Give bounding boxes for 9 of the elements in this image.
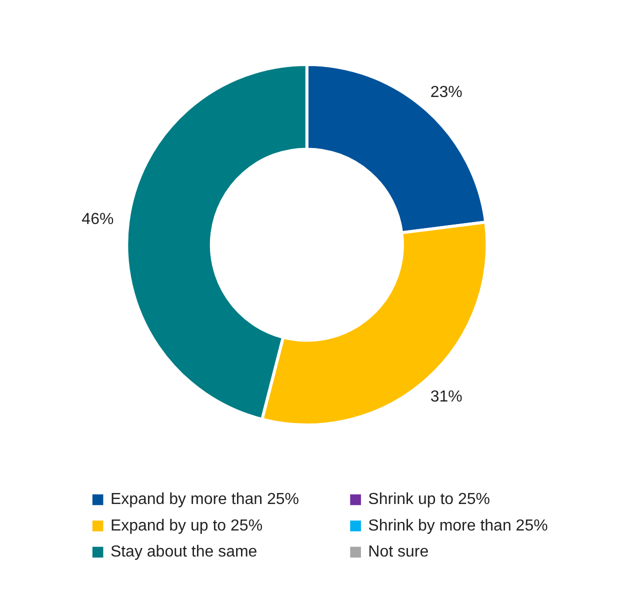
legend-label: Shrink up to 25% (368, 491, 490, 508)
legend-label: Shrink by more than 25% (368, 517, 548, 534)
data-label: 46% (82, 210, 114, 228)
data-label: 23% (430, 84, 462, 102)
legend-label: Not sure (368, 544, 429, 561)
data-label: 31% (430, 388, 462, 406)
legend-label: Expand by up to 25% (110, 517, 263, 534)
legend-label: Stay about the same (110, 544, 258, 561)
legend-label: Expand by more than 25% (110, 491, 300, 508)
